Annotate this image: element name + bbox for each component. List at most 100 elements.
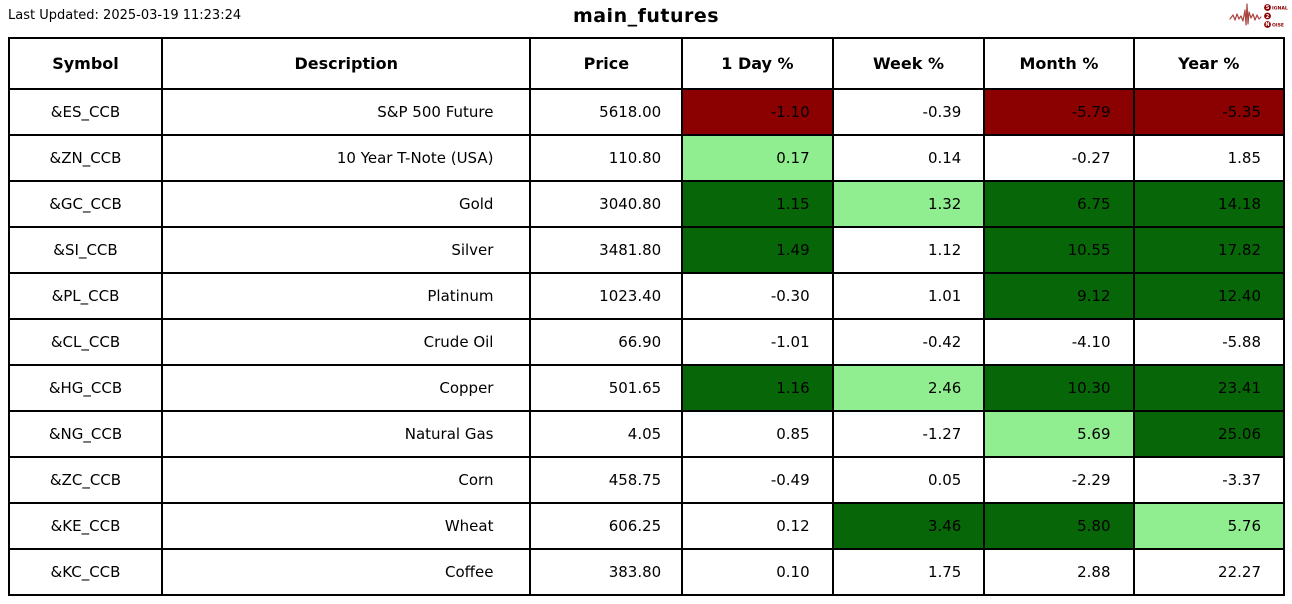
- day-pct-cell: -1.10: [681, 88, 834, 136]
- description-cell: Corn: [160, 456, 532, 504]
- logo-text-signal: IGNAL: [1272, 5, 1288, 11]
- column-header-symbol: Symbol: [8, 37, 163, 90]
- logo-digit-2: 2: [1266, 14, 1270, 20]
- column-header-month-pct: Month %: [983, 37, 1135, 90]
- week-pct-cell: -0.42: [831, 318, 986, 366]
- description-cell: Silver: [160, 226, 532, 274]
- column-header-price: Price: [529, 37, 684, 90]
- column-header-1day-pct: 1 Day %: [681, 37, 834, 90]
- month-pct-cell: -5.79: [983, 88, 1135, 136]
- month-pct-cell: 2.88: [983, 548, 1135, 596]
- year-pct-cell: 12.40: [1132, 272, 1286, 320]
- symbol-cell: &KC_CCB: [8, 548, 163, 596]
- year-pct-cell: 23.41: [1132, 364, 1286, 412]
- month-pct-cell: 5.80: [983, 502, 1135, 550]
- symbol-cell: &GC_CCB: [8, 180, 163, 228]
- symbol-cell: &ES_CCB: [8, 88, 163, 136]
- futures-table-body: &ES_CCB S&P 500 Future 5618.00 -1.10 -0.…: [8, 88, 1286, 596]
- year-pct-cell: -5.88: [1132, 318, 1286, 366]
- month-pct-cell: 6.75: [983, 180, 1135, 228]
- week-pct-cell: -1.27: [831, 410, 986, 458]
- month-pct-cell: 5.69: [983, 410, 1135, 458]
- price-cell: 3040.80: [529, 180, 684, 228]
- logo-text-noise: OISE: [1272, 22, 1284, 28]
- table-row: &HG_CCB Copper 501.65 1.16 2.46 10.30 23…: [8, 364, 1286, 412]
- year-pct-cell: 22.27: [1132, 548, 1286, 596]
- description-cell: Natural Gas: [160, 410, 532, 458]
- day-pct-cell: 0.85: [681, 410, 834, 458]
- column-header-week-pct: Week %: [831, 37, 986, 90]
- logo-wordmark: S IGNAL 2 N OISE: [1264, 4, 1288, 28]
- day-pct-cell: 0.17: [681, 134, 834, 182]
- symbol-cell: &NG_CCB: [8, 410, 163, 458]
- table-row: &KC_CCB Coffee 383.80 0.10 1.75 2.88 22.…: [8, 548, 1286, 596]
- year-pct-cell: 14.18: [1132, 180, 1286, 228]
- year-pct-cell: -3.37: [1132, 456, 1286, 504]
- price-cell: 606.25: [529, 502, 684, 550]
- day-pct-cell: -1.01: [681, 318, 834, 366]
- month-pct-cell: 10.55: [983, 226, 1135, 274]
- month-pct-cell: -2.29: [983, 456, 1135, 504]
- futures-table: Symbol Description Price 1 Day % Week % …: [8, 37, 1286, 596]
- description-cell: S&P 500 Future: [160, 88, 532, 136]
- week-pct-cell: 1.01: [831, 272, 986, 320]
- price-cell: 3481.80: [529, 226, 684, 274]
- week-pct-cell: 0.05: [831, 456, 986, 504]
- week-pct-cell: -0.39: [831, 88, 986, 136]
- waveform-icon: [1229, 3, 1262, 26]
- year-pct-cell: 1.85: [1132, 134, 1286, 182]
- description-cell: 10 Year T-Note (USA): [160, 134, 532, 182]
- month-pct-cell: -0.27: [983, 134, 1135, 182]
- month-pct-cell: 10.30: [983, 364, 1135, 412]
- price-cell: 110.80: [529, 134, 684, 182]
- price-cell: 1023.40: [529, 272, 684, 320]
- year-pct-cell: 25.06: [1132, 410, 1286, 458]
- table-row: &PL_CCB Platinum 1023.40 -0.30 1.01 9.12…: [8, 272, 1286, 320]
- week-pct-cell: 1.12: [831, 226, 986, 274]
- price-cell: 4.05: [529, 410, 684, 458]
- symbol-cell: &SI_CCB: [8, 226, 163, 274]
- table-row: &KE_CCB Wheat 606.25 0.12 3.46 5.80 5.76: [8, 502, 1286, 550]
- price-cell: 458.75: [529, 456, 684, 504]
- description-cell: Platinum: [160, 272, 532, 320]
- year-pct-cell: 17.82: [1132, 226, 1286, 274]
- symbol-cell: &PL_CCB: [8, 272, 163, 320]
- symbol-cell: &KE_CCB: [8, 502, 163, 550]
- table-header-row: Symbol Description Price 1 Day % Week % …: [8, 37, 1286, 90]
- column-header-description: Description: [160, 37, 532, 90]
- symbol-cell: &CL_CCB: [8, 318, 163, 366]
- table-row: &SI_CCB Silver 3481.80 1.49 1.12 10.55 1…: [8, 226, 1286, 274]
- price-cell: 501.65: [529, 364, 684, 412]
- table-row: &GC_CCB Gold 3040.80 1.15 1.32 6.75 14.1…: [8, 180, 1286, 228]
- price-cell: 5618.00: [529, 88, 684, 136]
- week-pct-cell: 0.14: [831, 134, 986, 182]
- column-header-year-pct: Year %: [1132, 37, 1286, 90]
- table-row: &ZC_CCB Corn 458.75 -0.49 0.05 -2.29 -3.…: [8, 456, 1286, 504]
- price-cell: 66.90: [529, 318, 684, 366]
- description-cell: Gold: [160, 180, 532, 228]
- page-title: main_futures: [572, 5, 720, 27]
- logo-initial-n: N: [1265, 22, 1269, 28]
- table-row: &CL_CCB Crude Oil 66.90 -1.01 -0.42 -4.1…: [8, 318, 1286, 366]
- year-pct-cell: -5.35: [1132, 88, 1286, 136]
- logo-initial-s: S: [1266, 5, 1270, 11]
- table-row: &ZN_CCB 10 Year T-Note (USA) 110.80 0.17…: [8, 134, 1286, 182]
- month-pct-cell: -4.10: [983, 318, 1135, 366]
- symbol-cell: &HG_CCB: [8, 364, 163, 412]
- day-pct-cell: -0.30: [681, 272, 834, 320]
- last-updated-label: Last Updated: 2025-03-19 11:23:24: [8, 8, 242, 23]
- month-pct-cell: 9.12: [983, 272, 1135, 320]
- symbol-cell: &ZN_CCB: [8, 134, 163, 182]
- symbol-cell: &ZC_CCB: [8, 456, 163, 504]
- day-pct-cell: 1.49: [681, 226, 834, 274]
- day-pct-cell: 1.15: [681, 180, 834, 228]
- week-pct-cell: 2.46: [831, 364, 986, 412]
- year-pct-cell: 5.76: [1132, 502, 1286, 550]
- day-pct-cell: 0.10: [681, 548, 834, 596]
- description-cell: Copper: [160, 364, 532, 412]
- day-pct-cell: 1.16: [681, 364, 834, 412]
- description-cell: Coffee: [160, 548, 532, 596]
- table-row: &NG_CCB Natural Gas 4.05 0.85 -1.27 5.69…: [8, 410, 1286, 458]
- description-cell: Wheat: [160, 502, 532, 550]
